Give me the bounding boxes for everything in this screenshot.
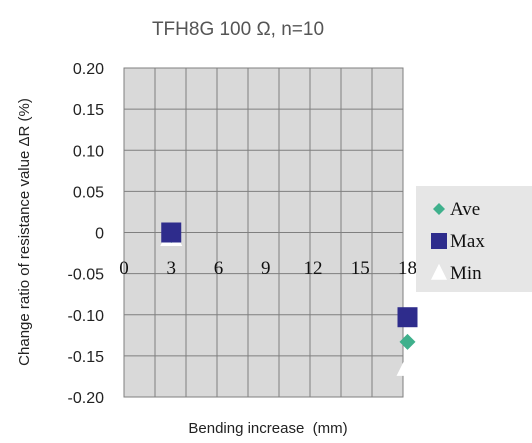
y-tick-label: -0.15 (68, 349, 105, 366)
chart-title: TFH8G 100 Ω, n=10 (152, 19, 324, 40)
x-axis-label: Bending increase (mm) (188, 420, 347, 437)
y-tick-label: 0 (95, 226, 104, 243)
legend-marker-ave (433, 203, 445, 215)
y-tick-label: 0.15 (73, 102, 104, 119)
x-tick-label: 18 (398, 258, 417, 279)
x-tick-label: 6 (214, 258, 224, 279)
legend-marker-max (431, 233, 447, 249)
data-point-ave-18 (399, 333, 416, 350)
data-point-min-18 (396, 353, 419, 376)
data-point-max-3 (161, 222, 182, 243)
y-tick-label: 0.20 (73, 61, 104, 78)
y-axis-label: Change ratio of resistance value ΔR (%) (16, 98, 33, 366)
y-tick-label: 0.10 (73, 143, 104, 160)
x-tick-label: 0 (119, 258, 129, 279)
plot-frame (123, 67, 404, 398)
x-axis-tick-labels: 0 3 6 9 12 15 18 (119, 258, 417, 279)
legend-label-min: Min (450, 263, 482, 284)
data-points (160, 222, 419, 376)
legend-label-ave: Ave (450, 199, 480, 220)
x-tick-label: 9 (261, 258, 271, 279)
y-tick-label: -0.20 (68, 390, 105, 407)
y-axis-tick-labels: 0.20 0.15 0.10 0.05 0 -0.05 -0.10 -0.15 -0.20 (68, 61, 105, 407)
y-tick-label: 0.05 (73, 184, 104, 201)
legend: Ave Max Min (431, 199, 485, 284)
y-tick-label: -0.10 (68, 308, 105, 325)
x-tick-label: 15 (351, 258, 370, 279)
x-tick-label: 3 (167, 258, 177, 279)
legend-label-max: Max (450, 231, 485, 252)
data-point-max-18 (397, 307, 418, 328)
legend-marker-min (431, 263, 447, 280)
y-tick-label: -0.05 (68, 267, 105, 284)
x-tick-label: 12 (304, 258, 323, 279)
